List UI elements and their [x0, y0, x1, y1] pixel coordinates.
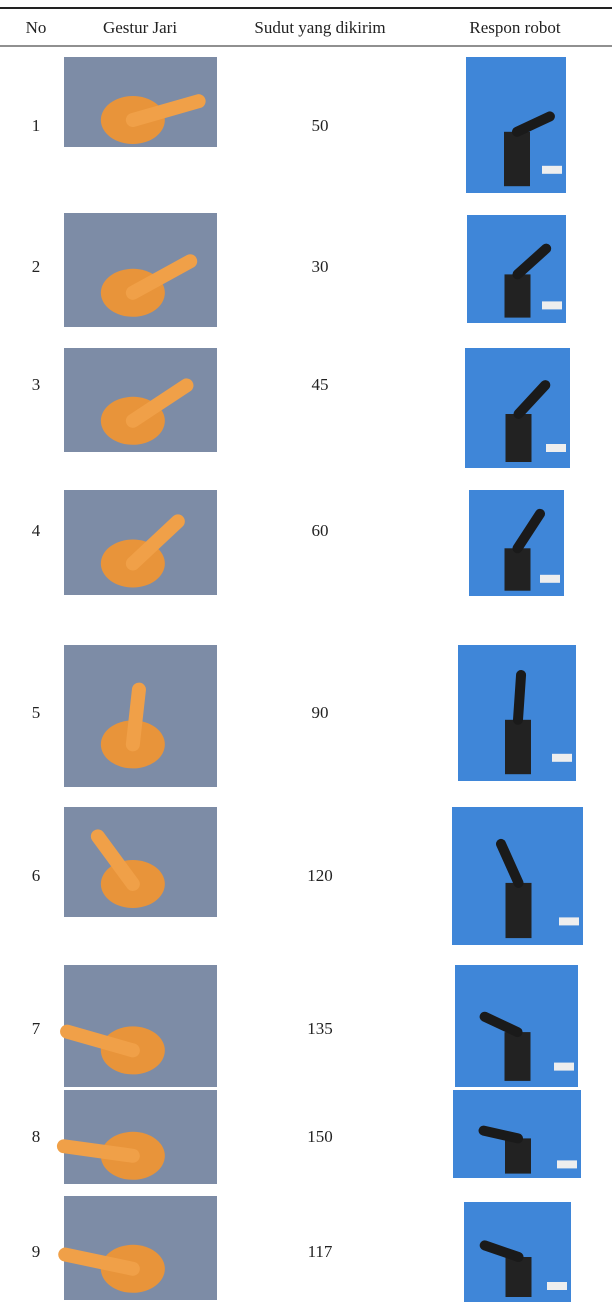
- robot-arm: [479, 1011, 523, 1038]
- robot-arm: [513, 669, 527, 725]
- robot-base: [504, 131, 530, 187]
- robot-arm: [496, 838, 524, 888]
- robot-label: [547, 1282, 567, 1290]
- angle-value: 30: [312, 257, 329, 276]
- row-number: 8: [32, 1127, 41, 1146]
- header-gesture: Gestur Jari: [103, 18, 177, 37]
- robot-label: [557, 1160, 577, 1169]
- angle-value: 60: [312, 521, 329, 540]
- angle-value: 45: [312, 375, 329, 394]
- table-row: 2 30: [32, 213, 566, 327]
- header-no: No: [26, 18, 47, 37]
- row-number: 5: [32, 703, 41, 722]
- robot-label: [546, 444, 566, 452]
- robot-arm: [512, 111, 555, 137]
- robot-arm: [478, 1125, 523, 1144]
- hand-finger: [125, 514, 185, 571]
- row-number: 2: [32, 257, 41, 276]
- robot-base: [504, 548, 531, 591]
- robot-arm: [513, 380, 551, 419]
- robot-arm: [512, 508, 545, 554]
- row-number: 9: [32, 1242, 41, 1261]
- row-number: 4: [32, 521, 41, 540]
- angle-value: 117: [308, 1242, 333, 1261]
- hand-finger: [125, 378, 194, 428]
- angle-value: 120: [307, 866, 333, 885]
- table-row: 9 117: [32, 1196, 571, 1302]
- header-angle: Sudut yang dikirim: [254, 18, 385, 37]
- hand-finger: [125, 94, 206, 127]
- hand-finger: [125, 682, 146, 752]
- row-number: 7: [32, 1019, 41, 1038]
- robot-arm: [512, 243, 552, 280]
- robot-label: [542, 301, 562, 310]
- robot-base: [505, 719, 531, 775]
- robot-base: [504, 1032, 531, 1081]
- table-row: 5 90: [32, 645, 576, 787]
- angle-value: 150: [307, 1127, 333, 1146]
- robot-label: [542, 165, 562, 174]
- robot-base: [505, 1138, 531, 1174]
- robot-label: [559, 917, 579, 926]
- robot-label: [554, 1062, 574, 1071]
- robot-label: [540, 574, 560, 583]
- angle-value: 90: [312, 703, 329, 722]
- robot-base: [504, 274, 531, 318]
- robot-label: [552, 753, 572, 762]
- robot-base: [505, 882, 532, 939]
- table-row: 4 60: [32, 490, 564, 596]
- robot-arm: [479, 1240, 524, 1262]
- header-response: Respon robot: [469, 18, 560, 37]
- angle-value: 135: [307, 1019, 333, 1038]
- angle-value: 50: [312, 116, 329, 135]
- robot-base: [505, 414, 532, 462]
- hand-finger: [56, 1139, 140, 1163]
- row-number: 3: [32, 375, 41, 394]
- table-row: 3 45: [32, 348, 570, 468]
- hand-finger: [125, 254, 198, 300]
- table-row: 8 150: [32, 1090, 581, 1184]
- table-row: 1 50: [32, 57, 566, 193]
- hand-finger: [60, 1024, 140, 1058]
- hand-finger: [58, 1247, 140, 1276]
- hand-finger: [90, 829, 140, 891]
- table-row: 6 120: [32, 807, 583, 945]
- row-number: 6: [32, 866, 41, 885]
- robot-base: [505, 1257, 532, 1297]
- row-number: 1: [32, 116, 41, 135]
- table-row: 7 135: [32, 965, 578, 1087]
